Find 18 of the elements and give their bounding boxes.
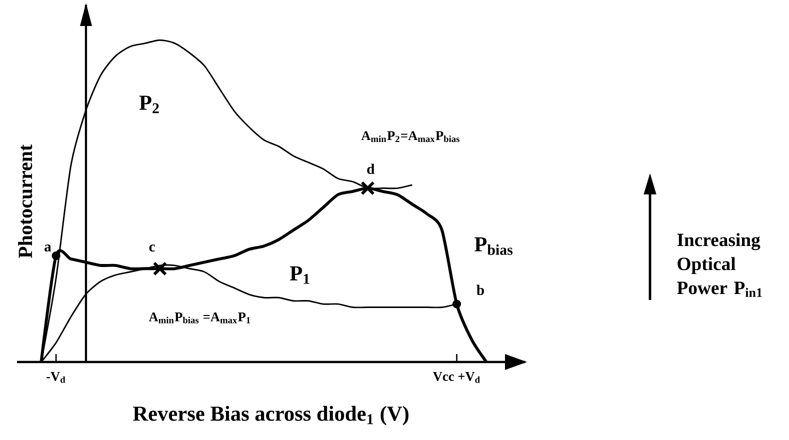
annotation: b bbox=[476, 284, 484, 296]
point bbox=[52, 252, 60, 260]
text: P$_{2}$ bbox=[139, 96, 159, 114]
annotation: A$_{min}$P$_{2}$=A$_{max}$P$_{bias}$ bbox=[361, 131, 460, 142]
annotation: A$_{min}$P$_{bias}$ =A$_{max}$P$_{1}$ bbox=[148, 312, 250, 324]
point bbox=[152, 262, 168, 276]
series-label: P$_{bias}$ bbox=[474, 237, 513, 255]
annotation: c bbox=[149, 244, 155, 252]
point bbox=[360, 181, 375, 196]
series-label: P$_{1}$ bbox=[290, 266, 310, 284]
x-axis-title: Reverse Bias across diode$_{1}$ (V) bbox=[132, 406, 408, 426]
x-tick-label: -V$_{d}$ bbox=[46, 372, 66, 383]
y-axis-title: Photocurrent bbox=[18, 144, 32, 258]
point bbox=[452, 300, 462, 308]
annotation: a bbox=[44, 244, 52, 252]
annotation: d bbox=[367, 164, 375, 174]
text: Increasing Optical Power P$_{in1}$ bbox=[677, 233, 762, 297]
x-tick-label: Vcc +V$_{d}$ bbox=[432, 372, 480, 383]
